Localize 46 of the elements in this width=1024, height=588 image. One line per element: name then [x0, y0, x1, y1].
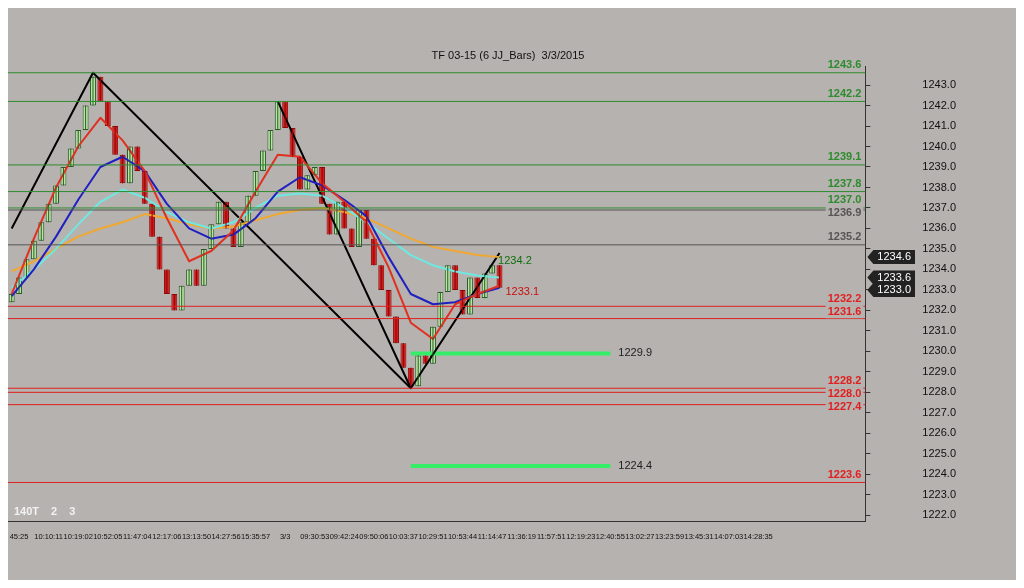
ref-line-label: 1239.1	[827, 150, 862, 163]
annotation: 3	[69, 504, 76, 517]
ref-line-label: 1242.2	[827, 86, 862, 99]
y-tick-label: 1239.0	[922, 160, 957, 173]
annotation: 2	[51, 504, 58, 517]
y-tick-label: 1232.0	[922, 303, 957, 316]
ref-line-label: 1231.6	[827, 304, 862, 317]
y-tick-label: 1231.0	[922, 323, 957, 336]
ref-line-label: 1236.9	[827, 206, 862, 219]
ref-line-label: 1243.6	[827, 58, 862, 71]
ref-line-label: 1237.0	[827, 193, 862, 206]
text: 1233.0	[877, 282, 912, 295]
ref-line-label: 1232.2	[827, 291, 862, 304]
y-tick-label: 1234.0	[922, 262, 957, 275]
text: 1233.1	[505, 284, 540, 297]
y-tick-label: 1225.0	[922, 446, 957, 459]
ref-line-label: 1235.2	[827, 230, 862, 243]
y-tick-label: 1224.0	[922, 467, 957, 480]
y-tick-label: 1235.0	[922, 241, 957, 254]
y-tick-label: 1228.0	[922, 385, 957, 398]
y-tick-label: 1229.0	[922, 364, 957, 377]
ref-line-label: 1223.6	[827, 468, 862, 481]
text: 1234.2	[498, 254, 532, 267]
text: 1234.6	[877, 250, 912, 263]
ref-line-label: 1237.8	[827, 177, 862, 190]
y-tick-label: 1227.0	[922, 405, 957, 418]
y-tick-label: 1241.0	[922, 119, 957, 132]
ref-line-label: 1228.0	[827, 386, 862, 399]
y-tick-label: 1243.0	[922, 78, 957, 91]
y-tick-label: 1238.0	[922, 180, 957, 193]
y-tick-label: 1223.0	[922, 487, 957, 500]
y-tick-label: 1226.0	[922, 426, 957, 439]
text: 1233.6	[877, 270, 912, 283]
chart-title: TF 03-15 (6 JJ_Bars) 3/3/2015	[431, 49, 585, 62]
series-label: 1229.9	[618, 346, 653, 359]
ref-line-label: 1227.4	[827, 399, 863, 412]
y-tick-label: 1242.0	[922, 98, 957, 111]
series-label: 1224.4	[618, 459, 653, 472]
y-tick-label: 1240.0	[922, 139, 957, 152]
y-tick-label: 1237.0	[922, 200, 957, 213]
y-tick-label: 1230.0	[922, 344, 957, 357]
y-tick-label: 1236.0	[922, 221, 957, 234]
y-tick-label: 1222.0	[922, 508, 957, 521]
ref-line-label: 1228.2	[827, 373, 862, 386]
annotation: 140T	[14, 504, 40, 517]
y-tick-label: 1233.0	[922, 282, 957, 295]
